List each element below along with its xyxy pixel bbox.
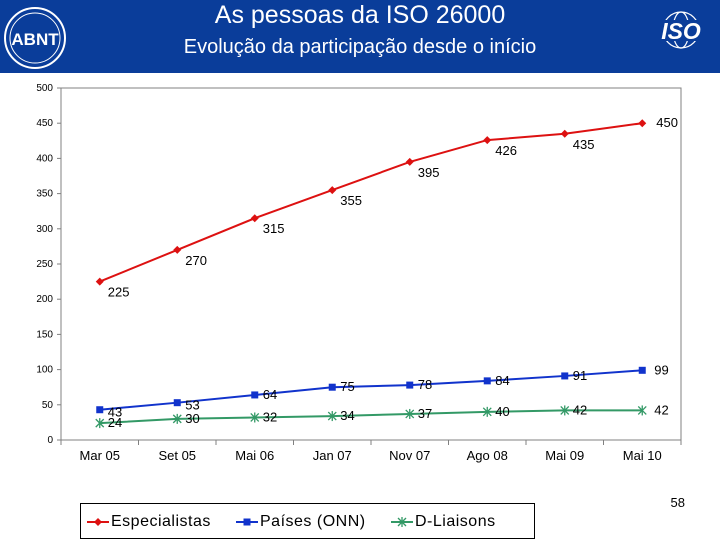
data-point-paises: [561, 372, 569, 380]
data-label-paises: 99: [654, 362, 668, 377]
data-point-liaisons: [172, 413, 182, 424]
series-line-especialistas: [99, 122, 643, 283]
x-tick-label: Mai 06: [235, 448, 274, 463]
y-tick-label: 150: [36, 329, 53, 340]
slide-title: As pessoas da ISO 26000: [214, 1, 506, 29]
data-label-paises: 43: [108, 405, 122, 420]
data-point-liaisons: [560, 405, 570, 416]
y-tick-label: 350: [36, 189, 53, 200]
legend-marker-especialistas: [87, 518, 109, 526]
y-tick-label: 300: [36, 224, 53, 235]
series-group: 225 270 315 355 395 426 435 450 43 53 64 75 78 84 91 99…: [95, 115, 678, 430]
data-label-liaisons: 32: [263, 409, 277, 424]
page-number: 58: [670, 495, 685, 510]
data-label-liaisons: 30: [185, 411, 199, 426]
iso-logo: ISO: [652, 11, 710, 49]
data-point-especialistas: [173, 245, 182, 254]
y-tick-label: 0: [47, 435, 53, 446]
series-line-liaisons: [99, 409, 643, 425]
data-point-especialistas: [95, 277, 104, 286]
y-tick-label: 250: [36, 259, 53, 270]
y-tick-label: 500: [36, 83, 53, 94]
data-label-especialistas: 450: [656, 115, 678, 130]
x-tick-label: Mai 09: [545, 448, 584, 463]
data-point-especialistas: [328, 186, 337, 195]
data-label-liaisons: 42: [573, 402, 587, 417]
legend-item-liaisons: D-Liaisons: [391, 513, 496, 531]
data-point-especialistas: [250, 214, 259, 223]
x-axis: Mar 05 Set 05 Mai 06 Jan 07 Nov 07 Ago 08 Mai …: [60, 440, 682, 463]
data-label-especialistas: 315: [263, 221, 285, 236]
header-bar: ABNT As pessoas da ISO 26000 Evolução da…: [0, 0, 720, 73]
legend-marker-liaisons: [391, 517, 413, 527]
x-tick-label: Mai 10: [623, 448, 662, 463]
legend-label-especialistas: Especialistas: [111, 513, 211, 530]
legend-label-paises: Países (ONN): [260, 513, 366, 530]
y-tick-label: 450: [36, 118, 53, 129]
data-label-paises: 78: [418, 377, 432, 392]
data-point-especialistas: [638, 119, 647, 128]
legend-marker-paises: [236, 518, 258, 526]
data-label-especialistas: 435: [573, 137, 595, 152]
data-point-paises: [96, 406, 104, 414]
x-tick-label: Set 05: [158, 448, 196, 463]
y-axis: 0 50 100 150 200 250 300 350 400 450 500: [36, 83, 61, 446]
data-point-liaisons: [95, 418, 105, 429]
x-tick-label: Nov 07: [389, 448, 430, 463]
series-line-paises: [99, 369, 643, 411]
y-tick-label: 400: [36, 153, 53, 164]
data-label-especialistas: 355: [340, 193, 362, 208]
plot-area: [60, 87, 682, 441]
data-label-paises: 53: [185, 398, 199, 413]
data-label-especialistas: 395: [418, 165, 440, 180]
data-label-paises: 75: [340, 379, 354, 394]
data-label-liaisons: 42: [654, 402, 668, 417]
y-tick-label: 200: [36, 294, 53, 305]
data-point-liaisons: [250, 412, 260, 423]
data-point-liaisons: [637, 405, 647, 416]
data-label-especialistas: 270: [185, 253, 207, 268]
data-label-liaisons: 34: [340, 408, 354, 423]
data-point-liaisons: [482, 406, 492, 417]
svg-text:ISO: ISO: [661, 18, 701, 44]
legend-item-especialistas: Especialistas: [87, 513, 211, 531]
x-tick-label: Ago 08: [467, 448, 508, 463]
x-tick-label: Jan 07: [313, 448, 352, 463]
chart-legend: Especialistas Países (ONN) D-Liaisons: [80, 503, 535, 539]
data-point-especialistas: [483, 136, 492, 145]
line-chart: 0 50 100 150 200 250 300 350 400 450 500 Mar 05 Set…: [36, 83, 682, 463]
data-label-paises: 91: [573, 368, 587, 383]
data-point-paises: [328, 383, 336, 391]
x-tick-label: Mar 05: [80, 448, 120, 463]
data-point-paises: [483, 377, 491, 385]
data-label-paises: 64: [263, 387, 277, 402]
data-point-paises: [251, 391, 259, 399]
data-point-paises: [173, 399, 181, 407]
data-point-paises: [406, 381, 414, 389]
legend-item-paises: Países (ONN): [236, 513, 366, 531]
data-point-paises: [638, 366, 646, 374]
y-tick-label: 100: [36, 365, 53, 376]
data-point-especialistas: [405, 157, 414, 166]
data-label-liaisons: 37: [418, 406, 432, 421]
slide-subtitle: Evolução da participação desde o início: [183, 36, 537, 58]
data-label-liaisons: 24: [108, 415, 122, 430]
data-label-especialistas: 426: [495, 143, 517, 158]
data-label-paises: 84: [495, 373, 509, 388]
data-label-especialistas: 225: [108, 285, 130, 300]
y-tick-label: 50: [42, 400, 54, 411]
data-point-liaisons: [405, 408, 415, 419]
legend-label-liaisons: D-Liaisons: [415, 513, 496, 530]
data-label-liaisons: 40: [495, 404, 509, 419]
data-point-liaisons: [327, 411, 337, 422]
abnt-logo: ABNT: [4, 7, 66, 69]
svg-text:ABNT: ABNT: [11, 30, 59, 49]
